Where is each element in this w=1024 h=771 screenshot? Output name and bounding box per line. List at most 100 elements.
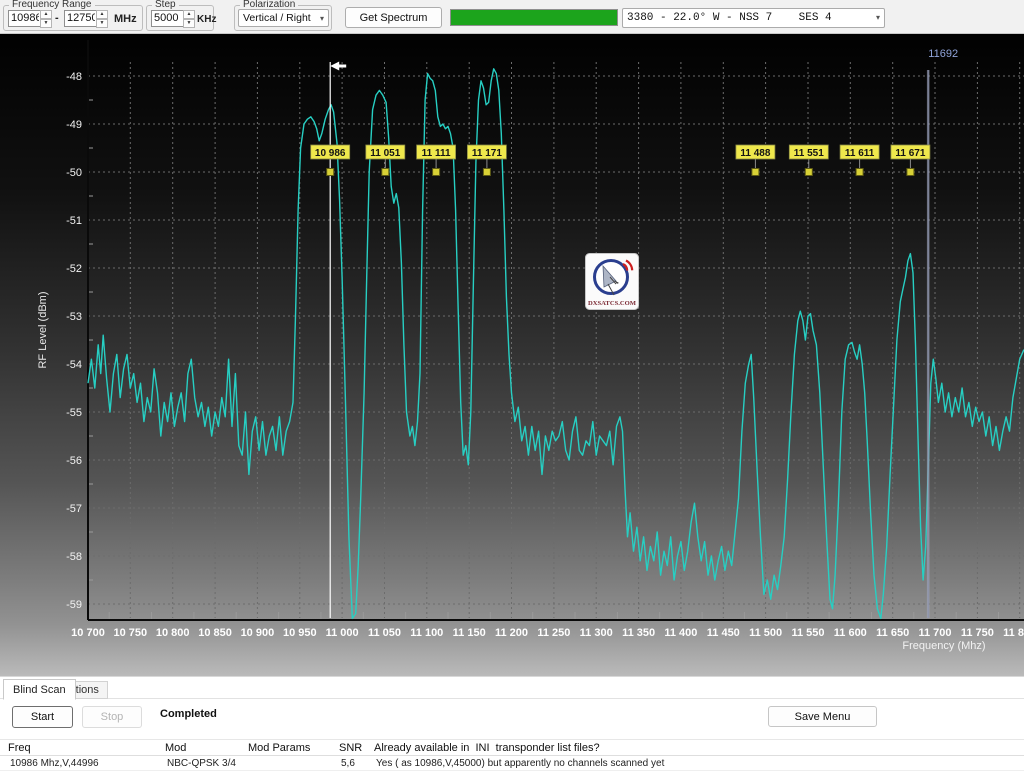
bottom-panel: Blind Scan Options Start Stop Completed … — [0, 676, 1024, 771]
spinner-up-icon[interactable]: ▲ — [40, 10, 52, 19]
marker-flag[interactable]: 10 986 — [310, 144, 351, 176]
start-button-label: Start — [30, 711, 55, 723]
results-table-header: Freq Mod Mod Params SNR Already available in… — [0, 739, 1024, 756]
marker-label: 11 171 — [472, 148, 502, 159]
y-tick-label: -57 — [66, 503, 82, 515]
spinner-down-icon[interactable]: ▼ — [96, 19, 108, 28]
tabbar-divider — [0, 698, 1024, 699]
results-table: Freq Mod Mod Params SNR Already available in… — [0, 739, 1024, 771]
y-tick-label: -50 — [66, 167, 82, 179]
marker-flag[interactable]: 11 171 — [466, 144, 507, 176]
freq-to-stepper[interactable]: ▲ ▼ — [96, 10, 108, 28]
frequency-range-label: Frequency Range — [9, 0, 95, 11]
chevron-down-icon: ▾ — [319, 13, 324, 23]
table-header-cell: SNR — [339, 741, 363, 754]
x-tick-label: 11 600 — [834, 627, 867, 639]
tab-blind-scan[interactable]: Blind Scan — [3, 679, 76, 700]
freq-range-separator: - — [55, 12, 59, 24]
polarization-select[interactable]: Vertical / Right ▾ — [238, 9, 329, 27]
table-cell: NBC-QPSK 3/4 — [167, 757, 236, 769]
x-tick-label: 11 000 — [326, 627, 359, 639]
polarization-group: Polarization Vertical / Right ▾ — [234, 0, 332, 31]
step-label: Step — [152, 0, 179, 11]
marker-flag[interactable]: 11 051 — [365, 144, 406, 176]
y-tick-label: -59 — [66, 599, 82, 611]
get-spectrum-button[interactable]: Get Spectrum — [345, 7, 442, 28]
spectrum-chart-svg[interactable]: 11692 10 986 11 051 11 111 11 171 11 488 11 55… — [0, 33, 1024, 676]
reference-line-label: 11692 — [928, 48, 958, 60]
x-tick-label: 11 100 — [410, 627, 443, 639]
spectrum-chart[interactable]: 11692 10 986 11 051 11 111 11 171 11 488 11 55… — [0, 33, 1024, 676]
toolbar: Frequency Range ▲ ▼ - ▲ ▼ MHz Step ▲ ▼ K… — [0, 0, 1024, 34]
y-tick-label: -54 — [66, 359, 82, 371]
x-tick-label: 11 350 — [622, 627, 655, 639]
y-tick-label: -55 — [66, 407, 82, 419]
spinner-up-icon[interactable]: ▲ — [183, 10, 195, 19]
x-axis-title: Frequency (Mhz) — [902, 640, 985, 652]
cursor-arrow-icon[interactable] — [330, 61, 347, 71]
marker-label: 11 551 — [794, 148, 824, 159]
freq-from-stepper[interactable]: ▲ ▼ — [40, 10, 52, 28]
polarization-value: Vertical / Right — [243, 12, 311, 24]
y-tick-label: -58 — [66, 551, 82, 563]
results-table-row[interactable]: 10986 Mhz,V,44996 NBC-QPSK 3/4 5,6 Yes ( as… — [0, 756, 1024, 771]
freq-from-input[interactable] — [8, 10, 42, 27]
x-tick-label: 11 050 — [368, 627, 401, 639]
marker-label: 11 488 — [740, 148, 770, 159]
x-tick-label: 11 500 — [749, 627, 782, 639]
table-header-cell: Mod — [165, 741, 187, 754]
table-header-cell: Freq — [8, 741, 31, 754]
dxsatcs-logo: DXSATCS.COM — [585, 253, 639, 310]
tab-blind-scan-label: Blind Scan — [13, 683, 66, 696]
y-tick-label: -51 — [66, 215, 82, 227]
spinner-down-icon[interactable]: ▼ — [40, 19, 52, 28]
y-axis-title: RF Level (dBm) — [37, 291, 49, 368]
stop-button[interactable]: Stop — [82, 706, 142, 728]
signal-waves-icon — [622, 263, 629, 271]
marker-flag[interactable]: 11 551 — [788, 144, 829, 176]
marker-label: 11 051 — [370, 148, 400, 159]
table-cell: 10986 Mhz,V,44996 — [10, 757, 99, 769]
marker-label: 11 671 — [895, 148, 925, 159]
x-tick-label: 11 300 — [580, 627, 613, 639]
logo-text: DXSATCS.COM — [588, 300, 637, 307]
y-tick-label: -52 — [66, 263, 82, 275]
freq-unit-label: MHz — [114, 13, 137, 25]
y-tick-label: -56 — [66, 455, 82, 467]
table-header-cell: Already available in INI transponder lis… — [374, 741, 600, 754]
spinner-up-icon[interactable]: ▲ — [96, 10, 108, 19]
x-tick-label: 11 650 — [876, 627, 909, 639]
x-tick-label: 10 750 — [113, 627, 147, 639]
x-tick-label: 10 850 — [198, 627, 232, 639]
step-stepper[interactable]: ▲ ▼ — [183, 10, 195, 28]
marker-flag[interactable]: 11 488 — [735, 144, 776, 176]
step-group: Step ▲ ▼ KHz — [146, 0, 216, 31]
step-input[interactable] — [151, 10, 185, 27]
table-cell: Yes ( as 10986,V,45000) but apparently n… — [376, 757, 665, 769]
marker-flag[interactable]: 11 671 — [890, 144, 931, 176]
save-menu-button[interactable]: Save Menu — [768, 706, 877, 727]
start-button[interactable]: Start — [12, 706, 73, 728]
satellite-select[interactable]: 3380 - 22.0° W - NSS 7 SES 4 ▾ — [622, 8, 885, 28]
x-tick-label: 11 550 — [791, 627, 824, 639]
x-tick-label: 10 900 — [241, 627, 275, 639]
axes — [87, 40, 1024, 621]
marker-label: 10 986 — [315, 148, 346, 159]
chevron-down-icon: ▾ — [875, 14, 880, 23]
x-tick-label: 11 750 — [961, 627, 994, 639]
marker-flag[interactable]: 11 611 — [839, 144, 880, 176]
x-tick-label: 10 800 — [156, 627, 190, 639]
x-tick-label: 11 400 — [664, 627, 697, 639]
freq-to-input[interactable] — [64, 10, 98, 27]
table-header-cell: Mod Params — [248, 741, 311, 754]
x-tick-label: 10 950 — [283, 627, 317, 639]
frequency-range-group: Frequency Range ▲ ▼ - ▲ ▼ MHz — [3, 0, 143, 31]
satellite-dish-icon — [602, 264, 617, 288]
spectrum-trace — [87, 68, 1024, 620]
spinner-down-icon[interactable]: ▼ — [183, 19, 195, 28]
marker-flag[interactable]: 11 111 — [416, 144, 457, 176]
x-tick-label: 11 700 — [918, 627, 951, 639]
stop-button-label: Stop — [100, 711, 124, 723]
x-tick-label: 11 150 — [453, 627, 486, 639]
marker-label: 11 611 — [845, 148, 875, 159]
